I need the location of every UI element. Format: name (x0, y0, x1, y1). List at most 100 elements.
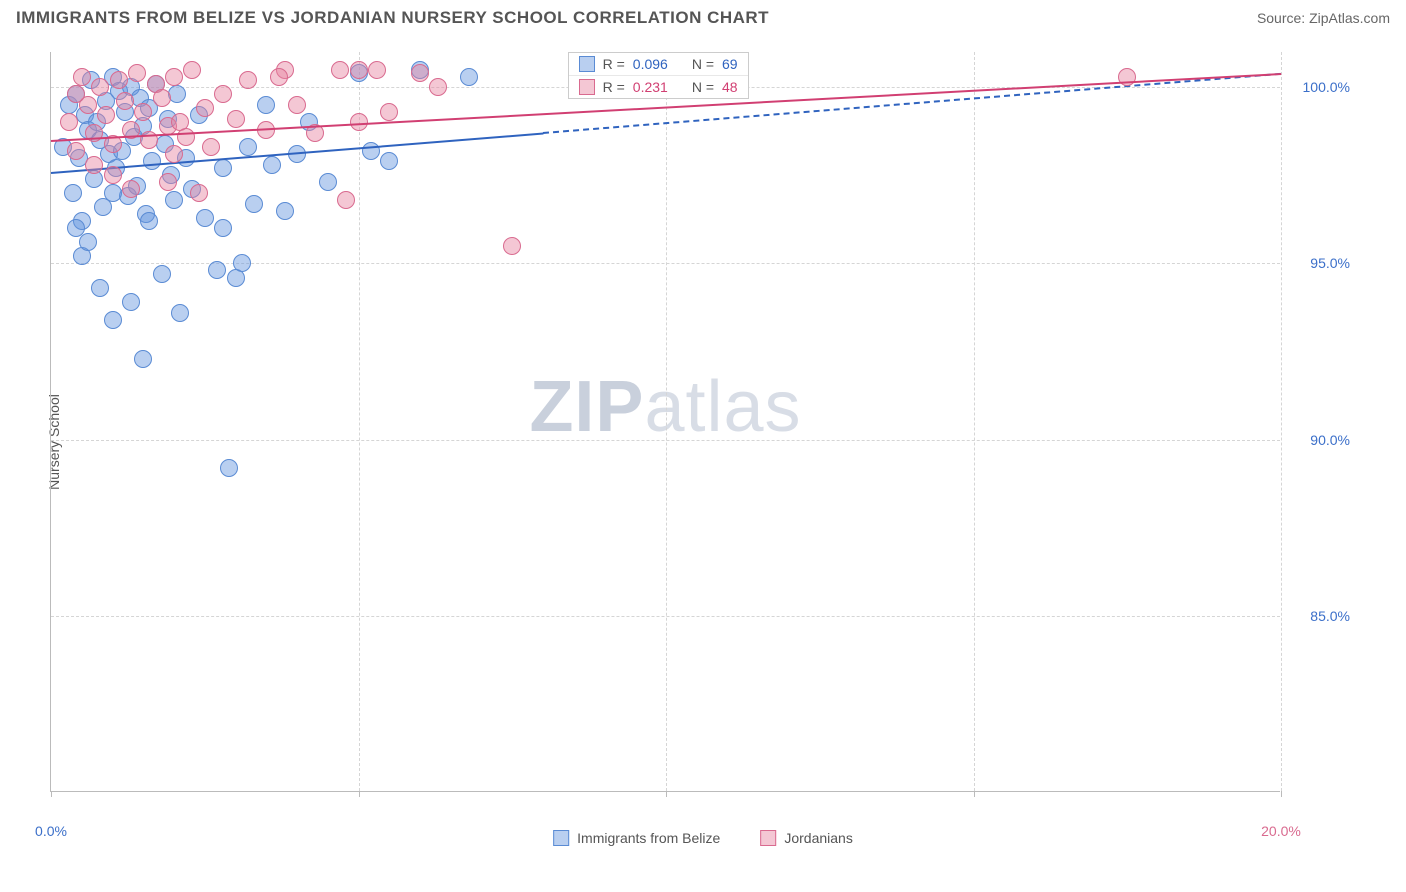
legend-label-belize: Immigrants from Belize (577, 830, 720, 846)
legend-label-jordanians: Jordanians (784, 830, 853, 846)
source-prefix: Source: (1257, 10, 1309, 26)
scatter-point-belize (79, 233, 97, 251)
x-tick-mark (1281, 791, 1282, 797)
x-tick-mark (51, 791, 52, 797)
stats-swatch-jordanians (579, 79, 595, 95)
scatter-point-jordanians (104, 166, 122, 184)
scatter-point-jordanians (503, 237, 521, 255)
scatter-point-belize (171, 304, 189, 322)
scatter-point-jordanians (429, 78, 447, 96)
source-name: ZipAtlas.com (1309, 10, 1390, 26)
chart-source: Source: ZipAtlas.com (1257, 10, 1390, 26)
scatter-point-jordanians (85, 156, 103, 174)
stats-swatch-belize (579, 56, 595, 72)
stats-n-label: N = (692, 56, 714, 72)
scatter-point-belize (257, 96, 275, 114)
y-tick-label: 95.0% (1290, 255, 1350, 271)
chart-header: IMMIGRANTS FROM BELIZE VS JORDANIAN NURS… (0, 0, 1406, 32)
stats-legend-row-jordanians: R = 0.231N = 48 (569, 76, 748, 98)
scatter-point-jordanians (67, 85, 85, 103)
scatter-point-jordanians (196, 99, 214, 117)
scatter-point-jordanians (116, 92, 134, 110)
scatter-point-jordanians (165, 68, 183, 86)
chart-title: IMMIGRANTS FROM BELIZE VS JORDANIAN NURS… (16, 8, 769, 28)
stats-legend: R = 0.096N = 69R = 0.231N = 48 (568, 52, 749, 99)
stats-r-value-belize: 0.096 (633, 56, 668, 72)
scatter-point-jordanians (153, 89, 171, 107)
x-tick-mark (974, 791, 975, 797)
legend-item-belize: Immigrants from Belize (553, 830, 720, 846)
series-legend: Immigrants from Belize Jordanians (553, 830, 853, 846)
scatter-point-belize (214, 219, 232, 237)
scatter-point-jordanians (214, 85, 232, 103)
scatter-point-belize (196, 209, 214, 227)
y-tick-label: 85.0% (1290, 608, 1350, 624)
scatter-point-jordanians (239, 71, 257, 89)
scatter-point-belize (319, 173, 337, 191)
scatter-point-belize (153, 265, 171, 283)
scatter-point-jordanians (128, 64, 146, 82)
scatter-point-jordanians (91, 78, 109, 96)
scatter-point-jordanians (73, 68, 91, 86)
scatter-point-jordanians (202, 138, 220, 156)
scatter-point-belize (168, 85, 186, 103)
stats-n-label: N = (692, 79, 714, 95)
stats-r-label: R = (603, 79, 625, 95)
scatter-point-jordanians (177, 128, 195, 146)
gridline-v (1281, 52, 1282, 791)
scatter-point-belize (208, 261, 226, 279)
scatter-point-jordanians (165, 145, 183, 163)
scatter-point-jordanians (411, 64, 429, 82)
scatter-point-jordanians (60, 113, 78, 131)
chart-container: Nursery School ZIPatlas 85.0%90.0%95.0%1… (0, 32, 1406, 852)
scatter-point-belize (214, 159, 232, 177)
scatter-point-jordanians (110, 71, 128, 89)
scatter-point-belize (460, 68, 478, 86)
x-tick-label: 20.0% (1261, 823, 1301, 839)
scatter-point-jordanians (97, 106, 115, 124)
stats-r-value-jordanians: 0.231 (633, 79, 668, 95)
watermark-atlas: atlas (644, 367, 801, 447)
stats-legend-row-belize: R = 0.096 N = 69 (569, 53, 748, 76)
watermark-zip: ZIP (529, 367, 644, 447)
scatter-point-belize (140, 212, 158, 230)
scatter-point-jordanians (270, 68, 288, 86)
scatter-point-jordanians (350, 61, 368, 79)
scatter-point-jordanians (134, 103, 152, 121)
stats-r-label: R = (603, 56, 625, 72)
legend-swatch-jordanians (760, 830, 776, 846)
scatter-point-belize (104, 311, 122, 329)
y-tick-label: 90.0% (1290, 432, 1350, 448)
scatter-point-jordanians (331, 61, 349, 79)
x-tick-label: 0.0% (35, 823, 67, 839)
scatter-point-jordanians (380, 103, 398, 121)
scatter-point-belize (380, 152, 398, 170)
x-tick-mark (666, 791, 667, 797)
scatter-point-jordanians (190, 184, 208, 202)
scatter-point-belize (276, 202, 294, 220)
legend-item-jordanians: Jordanians (760, 830, 853, 846)
scatter-point-jordanians (67, 142, 85, 160)
scatter-point-belize (245, 195, 263, 213)
scatter-point-belize (165, 191, 183, 209)
plot-area: ZIPatlas 85.0%90.0%95.0%100.0%0.0%20.0%R… (50, 52, 1280, 792)
gridline-v (974, 52, 975, 791)
scatter-point-jordanians (122, 180, 140, 198)
scatter-point-belize (263, 156, 281, 174)
scatter-point-jordanians (227, 110, 245, 128)
scatter-point-jordanians (368, 61, 386, 79)
scatter-point-belize (122, 293, 140, 311)
legend-swatch-belize (553, 830, 569, 846)
scatter-point-belize (64, 184, 82, 202)
scatter-point-belize (91, 279, 109, 297)
x-tick-mark (359, 791, 360, 797)
y-tick-label: 100.0% (1290, 79, 1350, 95)
scatter-point-belize (134, 350, 152, 368)
stats-n-value-belize: 69 (722, 56, 738, 72)
scatter-point-belize (143, 152, 161, 170)
scatter-point-belize (104, 184, 122, 202)
scatter-point-belize (239, 138, 257, 156)
scatter-point-belize (220, 459, 238, 477)
gridline-v (666, 52, 667, 791)
gridline-v (359, 52, 360, 791)
